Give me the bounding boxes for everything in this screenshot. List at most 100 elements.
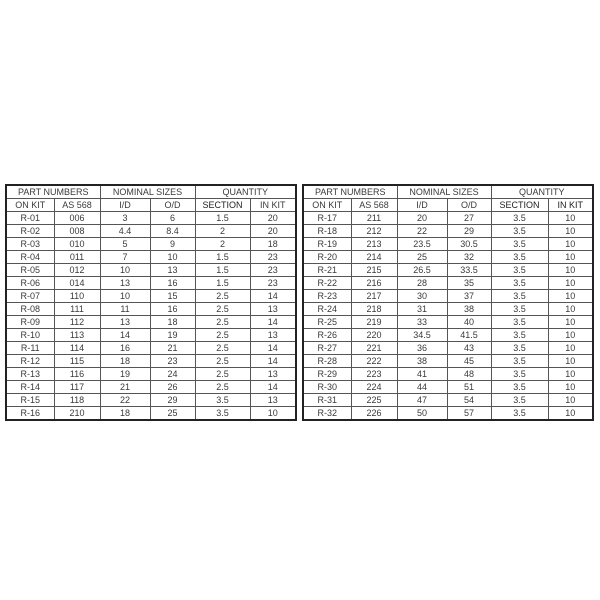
- table-cell: R-11: [5, 341, 55, 355]
- table-cell: 13: [99, 315, 151, 329]
- table-cell: R-23: [302, 289, 352, 303]
- table-cell: 18: [99, 406, 151, 421]
- table-cell: 10: [547, 276, 594, 290]
- table-row: R-23 217 30 37 3.5 10: [302, 289, 594, 303]
- table-cell: 7: [99, 250, 151, 264]
- table-cell: 30: [396, 289, 448, 303]
- table-cell: 13: [99, 276, 151, 290]
- table-cell: 21: [99, 380, 151, 394]
- table-cell: 38: [396, 354, 448, 368]
- table-cell: 18: [99, 354, 151, 368]
- table-cell: R-22: [302, 276, 352, 290]
- table-cell: 38: [446, 302, 492, 316]
- column-header: ON KIT: [302, 198, 352, 212]
- table-cell: R-32: [302, 406, 352, 421]
- table-cell: 10: [99, 263, 151, 277]
- table-cell: 9: [149, 237, 196, 251]
- table-cell: 216: [350, 276, 398, 290]
- column-header: O/D: [446, 198, 492, 212]
- table-cell: R-15: [5, 393, 55, 407]
- table-row: R-26 220 34.5 41.5 3.5 10: [302, 328, 594, 342]
- table-cell: 14: [249, 315, 297, 329]
- table-cell: 23: [249, 276, 297, 290]
- table-cell: 43: [446, 341, 492, 355]
- table-cell: 14: [249, 380, 297, 394]
- table-cell: R-21: [302, 263, 352, 277]
- table-cell: 23.5: [396, 237, 448, 251]
- table-cell: 2.5: [194, 328, 251, 342]
- table-cell: 223: [350, 367, 398, 381]
- table-row: R-05 012 10 13 1.5 23: [5, 263, 297, 277]
- table-cell: 10: [547, 367, 594, 381]
- table-cell: 10: [547, 211, 594, 225]
- table-cell: 014: [53, 276, 101, 290]
- group-header: NOMINAL SIZES: [99, 184, 196, 199]
- table-cell: 011: [53, 250, 101, 264]
- table-cell: R-06: [5, 276, 55, 290]
- table-cell: R-07: [5, 289, 55, 303]
- table-cell: 35: [446, 276, 492, 290]
- table-cell: 218: [350, 302, 398, 316]
- table-cell: 51: [446, 380, 492, 394]
- table-cell: 28: [396, 276, 448, 290]
- table-cell: 27: [446, 211, 492, 225]
- table-cell: 2.5: [194, 302, 251, 316]
- table-row: R-10 113 14 19 2.5 13: [5, 328, 297, 342]
- table-row: R-18 212 22 29 3.5 10: [302, 224, 594, 238]
- table-cell: 36: [396, 341, 448, 355]
- group-header: NOMINAL SIZES: [396, 184, 492, 199]
- table-cell: 3.5: [490, 250, 549, 264]
- table-cell: 217: [350, 289, 398, 303]
- table-row: R-22 216 28 35 3.5 10: [302, 276, 594, 290]
- table-cell: 13: [149, 263, 196, 277]
- table-cell: R-26: [302, 328, 352, 342]
- table-cell: R-13: [5, 367, 55, 381]
- table-cell: 10: [547, 354, 594, 368]
- table-cell: 3.5: [490, 380, 549, 394]
- table-cell: 10: [547, 250, 594, 264]
- table-cell: 45: [446, 354, 492, 368]
- table-cell: 41: [396, 367, 448, 381]
- table-cell: 110: [53, 289, 101, 303]
- table-cell: 10: [249, 406, 297, 421]
- table-cell: 13: [249, 302, 297, 316]
- table-cell: 16: [99, 341, 151, 355]
- table-row: R-11 114 16 21 2.5 14: [5, 341, 297, 355]
- table-cell: R-10: [5, 328, 55, 342]
- table-cell: 012: [53, 263, 101, 277]
- table-cell: 118: [53, 393, 101, 407]
- table-cell: 113: [53, 328, 101, 342]
- table-cell: R-25: [302, 315, 352, 329]
- table-cell: R-17: [302, 211, 352, 225]
- table-cell: 6: [149, 211, 196, 225]
- table-cell: R-20: [302, 250, 352, 264]
- table-cell: 10: [547, 380, 594, 394]
- table-cell: R-14: [5, 380, 55, 394]
- table-row: R-21 215 26.5 33.5 3.5 10: [302, 263, 594, 277]
- table-cell: 222: [350, 354, 398, 368]
- table-cell: 20: [249, 211, 297, 225]
- table-cell: 10: [547, 393, 594, 407]
- table-cell: 117: [53, 380, 101, 394]
- table-row: R-13 116 19 24 2.5 13: [5, 367, 297, 381]
- table-cell: 1.5: [194, 211, 251, 225]
- table-row: R-14 117 21 26 2.5 14: [5, 380, 297, 394]
- table-cell: 008: [53, 224, 101, 238]
- table-cell: 3.5: [490, 263, 549, 277]
- table-cell: 1.5: [194, 263, 251, 277]
- table-cell: 3.5: [490, 211, 549, 225]
- table-cell: 212: [350, 224, 398, 238]
- table-cell: 213: [350, 237, 398, 251]
- o-ring-kit-table-left: PART NUMBERS NOMINAL SIZES QUANTITY ON KIT A…: [5, 184, 298, 421]
- table-cell: 10: [547, 237, 594, 251]
- table-cell: 19: [99, 367, 151, 381]
- group-header: QUANTITY: [490, 184, 594, 199]
- table-cell: R-18: [302, 224, 352, 238]
- table-cell: 48: [446, 367, 492, 381]
- column-header: I/D: [99, 198, 151, 212]
- column-header: O/D: [149, 198, 196, 212]
- table-cell: 14: [249, 341, 297, 355]
- table-cell: 10: [547, 289, 594, 303]
- table-cell: 111: [53, 302, 101, 316]
- table-cell: 33: [396, 315, 448, 329]
